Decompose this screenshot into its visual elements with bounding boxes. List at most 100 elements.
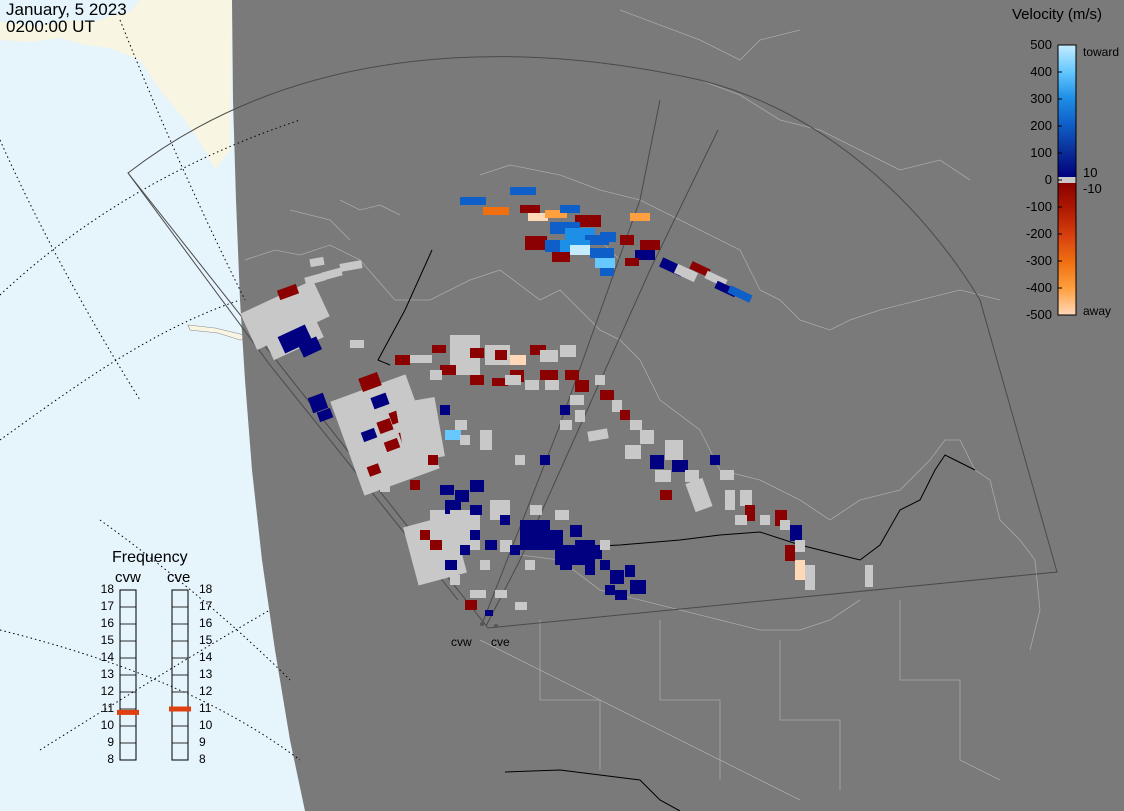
velocity-cell (480, 560, 490, 570)
site-label-cve: cve (491, 635, 510, 649)
colorbar-toward-ramp (1058, 45, 1076, 177)
velocity-cell (575, 380, 589, 392)
velocity-cell (350, 340, 364, 348)
velocity-cell (600, 540, 610, 550)
velocity-cell (525, 380, 539, 390)
velocity-cell (380, 480, 390, 492)
velocity-cell (565, 370, 579, 380)
velocity-cell (727, 285, 753, 303)
velocity-cell (655, 470, 671, 482)
velocity-cell (735, 515, 747, 525)
frequency-title: Frequency (112, 549, 188, 566)
velocity-cell (520, 205, 540, 213)
velocity-cell (640, 240, 660, 250)
velocity-cell (630, 213, 650, 221)
velocity-cell (307, 392, 329, 414)
velocity-cell (276, 283, 300, 301)
velocity-cell (673, 263, 699, 283)
velocity-cell (630, 420, 642, 430)
frequency-scale-label: 8 (199, 752, 206, 766)
frequency-marker-cve (169, 706, 191, 712)
colorbar-tick-label: 300 (1030, 91, 1052, 106)
velocity-cell (492, 378, 508, 386)
velocity-cell (540, 350, 558, 362)
velocity-cell (610, 570, 624, 584)
site-marker-cvw (480, 622, 484, 626)
velocity-cell (570, 395, 584, 405)
colorbar-tick-label: -400 (1025, 280, 1052, 295)
mexico-border (504, 769, 681, 811)
velocity-cell (460, 545, 470, 555)
colorbar-tick-label: 500 (1030, 37, 1052, 52)
velocity-cell (395, 396, 445, 464)
frequency-scale-label: 16 (199, 616, 213, 630)
velocity-cell (432, 345, 446, 353)
velocity-cell (510, 545, 520, 555)
velocity-cell (640, 430, 654, 444)
velocity-cell (470, 348, 484, 358)
velocity-cell (605, 585, 615, 595)
velocity-cell (410, 480, 420, 490)
velocity-cell (360, 427, 378, 443)
frequency-scale-label: 11 (199, 701, 212, 715)
colorbar-away-label: away (1083, 304, 1112, 318)
frequency-scale-label: 14 (199, 650, 213, 664)
velocity-cell (560, 405, 570, 415)
frequency-scale-label: 18 (100, 582, 114, 596)
velocity-cell (465, 600, 477, 610)
colorbar-title: Velocity (m/s) (1012, 6, 1103, 23)
velocity-cell (625, 445, 641, 459)
velocity-cell (440, 365, 456, 375)
site-marker-cve (494, 624, 498, 628)
velocity-cell (485, 610, 493, 616)
site-label-cvw: cvw (451, 635, 472, 649)
frequency-scale-label: 15 (100, 633, 114, 647)
velocity-cell (321, 267, 343, 281)
velocity-colorbar (1057, 44, 1077, 316)
velocity-cell (620, 410, 630, 420)
colorbar-tick-label: -200 (1025, 226, 1052, 241)
frequency-scale-label: 10 (199, 718, 213, 732)
velocity-cell (790, 525, 802, 541)
velocity-cell (480, 430, 492, 450)
colorbar-tick-label: -300 (1025, 253, 1052, 268)
velocity-cell (428, 455, 438, 465)
frequency-scale-label: 15 (199, 633, 213, 647)
frequency-scale-label: 10 (100, 718, 114, 732)
colorbar-tick-label: 200 (1030, 118, 1052, 133)
velocity-cell (560, 560, 572, 570)
colorbar-tick-label: 400 (1030, 64, 1052, 79)
velocity-cell (530, 505, 542, 515)
velocity-cell (277, 324, 313, 354)
velocity-cell (720, 470, 734, 480)
alaska-border (377, 249, 433, 366)
velocity-cell (560, 205, 580, 213)
velocity-cell (660, 490, 672, 500)
frequency-scale-label: 13 (199, 667, 213, 681)
velocity-cell (635, 250, 655, 260)
frequency-radar-cvw: cvw (115, 569, 141, 586)
velocity-cell (515, 455, 525, 465)
velocity-cell (545, 380, 559, 390)
velocity-cell (600, 390, 614, 400)
time-label: 0200:00 UT (6, 17, 95, 36)
velocity-cell (795, 540, 805, 552)
velocity-cell (600, 560, 610, 570)
velocity-cell (672, 460, 688, 472)
velocity-cell (650, 455, 664, 469)
velocity-cell (495, 350, 507, 360)
frequency-scale-label: 8 (107, 752, 114, 766)
velocity-cell (470, 590, 486, 598)
velocity-cell (500, 515, 510, 525)
velocity-cell (455, 490, 469, 502)
velocity-cell (600, 232, 616, 242)
night-region (232, 0, 1124, 811)
velocity-cell (590, 248, 614, 258)
velocity-cell (552, 252, 570, 262)
velocity-cell (470, 505, 482, 515)
velocity-cell (595, 375, 605, 385)
velocity-cell (485, 540, 497, 550)
velocity-cell (430, 370, 442, 380)
velocity-cell (450, 575, 460, 585)
